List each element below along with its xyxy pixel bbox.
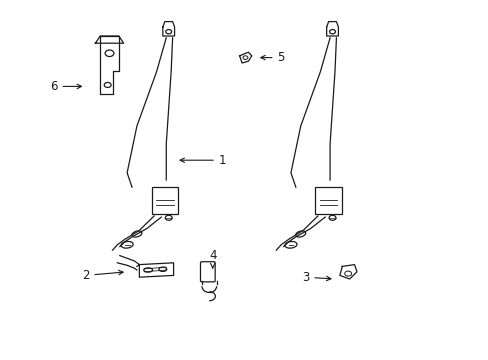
Polygon shape — [139, 263, 173, 277]
Text: 2: 2 — [81, 269, 123, 282]
Text: 5: 5 — [260, 51, 285, 64]
FancyBboxPatch shape — [200, 262, 215, 282]
Text: 6: 6 — [50, 80, 81, 93]
Polygon shape — [100, 36, 119, 94]
Polygon shape — [163, 22, 174, 36]
Bar — [151, 187, 178, 214]
Bar — [315, 187, 342, 214]
Text: 3: 3 — [301, 271, 330, 284]
Polygon shape — [239, 52, 251, 63]
Text: 1: 1 — [180, 154, 226, 167]
Text: 4: 4 — [208, 249, 216, 268]
Polygon shape — [326, 22, 338, 36]
Polygon shape — [95, 36, 123, 43]
Polygon shape — [339, 265, 356, 279]
